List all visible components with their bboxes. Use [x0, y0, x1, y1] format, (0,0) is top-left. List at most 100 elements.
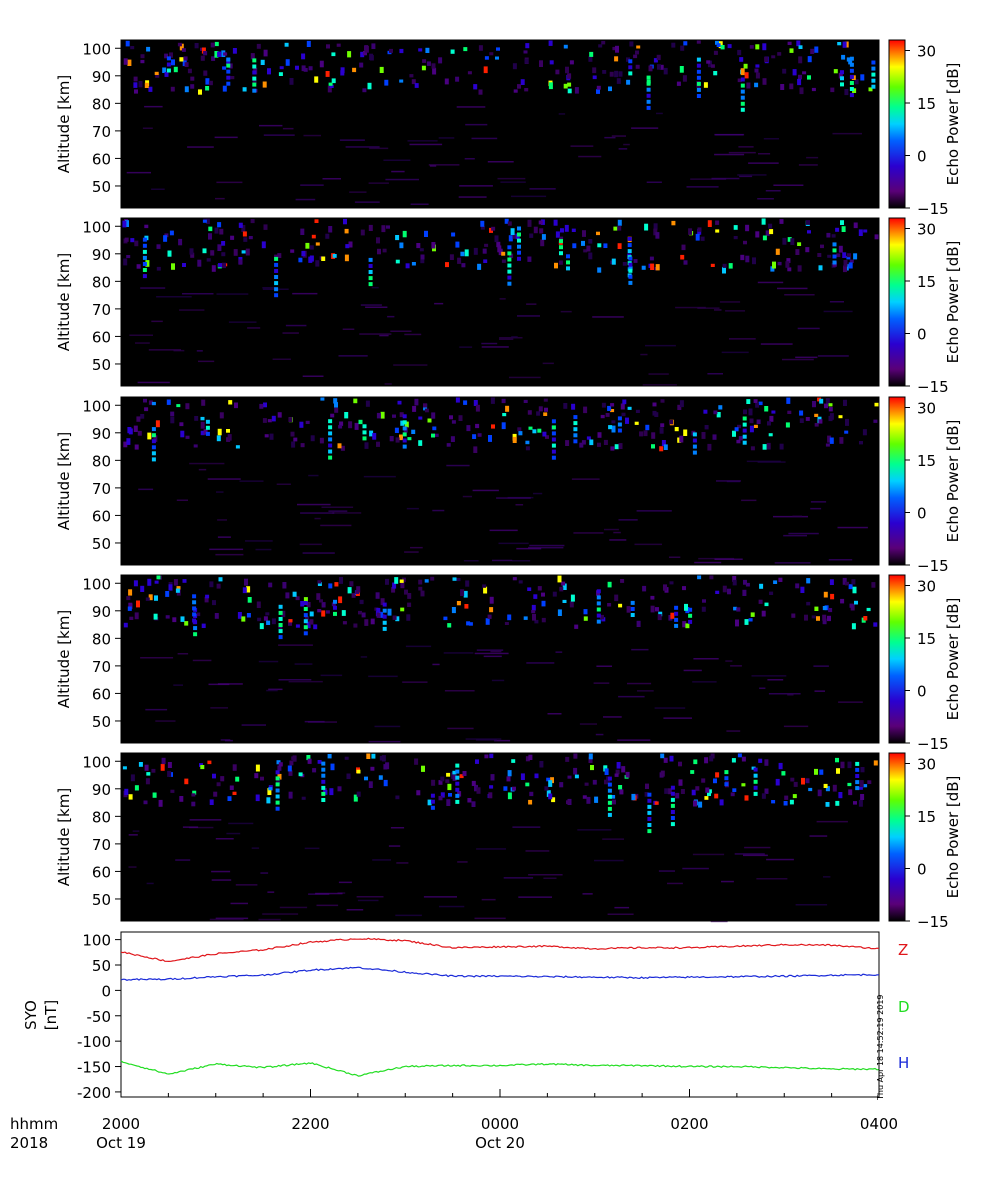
- colorbar-tick-label: 30: [917, 400, 936, 418]
- echo-pixel: [473, 247, 478, 255]
- echo-pixel: [503, 786, 508, 791]
- echo-pixel: [836, 253, 841, 258]
- echo-pixel: [142, 237, 147, 242]
- echo-streak: [741, 499, 757, 502]
- echo-pixel: [274, 254, 279, 259]
- echo-pixel: [710, 64, 715, 68]
- echo-pixel: [755, 231, 760, 238]
- echo-pixel: [214, 227, 219, 234]
- echo-pixel: [407, 593, 412, 599]
- echo-pixel: [551, 437, 556, 442]
- echo-streak: [302, 552, 335, 554]
- echo-pixel: [839, 437, 844, 444]
- echo-pixel: [219, 228, 224, 235]
- echo-pixel: [169, 230, 174, 236]
- echo-pixel: [755, 44, 760, 50]
- echo-pixel: [209, 799, 214, 805]
- echo-pixel: [840, 220, 844, 225]
- echo-pixel: [422, 59, 427, 63]
- echo-pixel: [362, 436, 367, 441]
- echo-pixel: [232, 791, 237, 795]
- echo-pixel: [669, 755, 674, 762]
- echo-streak: [260, 872, 269, 874]
- echo-pixel: [394, 577, 399, 584]
- echo-pixel: [679, 400, 684, 408]
- echo-pixel: [299, 421, 304, 428]
- echo-pixel: [571, 403, 576, 410]
- echo-streak: [810, 501, 827, 503]
- echo-pixel: [819, 398, 824, 404]
- echo-pixel: [416, 243, 421, 249]
- echo-streak: [272, 358, 291, 360]
- y-tick-label: 50: [92, 356, 111, 374]
- echo-streak: [438, 137, 455, 139]
- echo-streak: [267, 891, 275, 893]
- echo-pixel: [838, 245, 843, 253]
- echo-pixel: [278, 623, 283, 627]
- echo-pixel: [144, 224, 149, 229]
- y-tick-label: 50: [92, 178, 111, 196]
- echo-pixel: [790, 777, 795, 782]
- echo-pixel: [527, 219, 532, 225]
- echo-pixel: [200, 430, 205, 436]
- echo-pixel: [344, 412, 349, 419]
- echo-pixel: [462, 771, 467, 776]
- echo-pixel: [305, 420, 310, 424]
- echo-pixel: [679, 435, 684, 443]
- echo-streak: [211, 879, 232, 881]
- y-tick-label: 80: [92, 630, 111, 648]
- echo-pixel: [431, 242, 436, 249]
- echo-pixel: [533, 226, 538, 234]
- echo-pixel: [807, 230, 811, 234]
- echo-pixel: [278, 635, 283, 640]
- echo-pixel: [329, 788, 334, 796]
- echo-pixel: [520, 773, 525, 780]
- y-tick-label: 100: [82, 397, 111, 415]
- echo-pixel: [329, 84, 334, 88]
- echo-pixel: [345, 244, 350, 249]
- echo-pixel: [753, 785, 758, 790]
- echo-pixel: [517, 427, 522, 432]
- echo-pixel: [528, 426, 533, 430]
- echo-pixel: [360, 229, 365, 236]
- echo-pixel: [450, 49, 455, 54]
- echo-streak: [371, 286, 379, 289]
- echo-streak: [832, 132, 862, 135]
- echo-pixel: [170, 86, 175, 92]
- echo-pixel: [727, 588, 731, 595]
- echo-streak: [365, 306, 388, 308]
- echo-pixel: [184, 621, 189, 626]
- echo-pixel: [397, 400, 402, 405]
- echo-pixel: [840, 70, 844, 75]
- echo-pixel: [551, 797, 556, 803]
- x-tick-date: Oct 19: [96, 1134, 146, 1152]
- echo-pixel: [541, 617, 546, 623]
- echo-pixel: [818, 419, 823, 424]
- echo-pixel: [419, 248, 424, 252]
- colorbar-tick-label: −15: [917, 735, 949, 753]
- echo-pixel: [645, 424, 650, 431]
- echo-pixel: [198, 89, 202, 95]
- echo-pixel: [517, 256, 521, 261]
- echo-pixel: [303, 613, 308, 618]
- echo-pixel: [504, 622, 509, 625]
- echo-streak: [476, 649, 504, 651]
- echo-pixel: [346, 773, 351, 779]
- echo-pixel: [411, 79, 416, 85]
- echo-pixel: [128, 428, 133, 435]
- echo-pixel: [222, 262, 226, 269]
- echo-pixel: [844, 430, 849, 434]
- echo-pixel: [182, 579, 187, 583]
- echo-pixel: [383, 779, 388, 787]
- echo-pixel: [596, 231, 600, 236]
- echo-pixel: [217, 428, 222, 436]
- echo-pixel: [715, 229, 720, 233]
- echo-pixel: [713, 410, 718, 415]
- echo-pixel: [517, 250, 521, 255]
- echo-pixel: [400, 420, 405, 426]
- echo-pixel: [217, 244, 222, 251]
- echo-pixel: [507, 614, 512, 621]
- echo-pixel: [607, 806, 612, 811]
- echo-pixel: [792, 794, 797, 799]
- echo-pixel: [303, 597, 308, 604]
